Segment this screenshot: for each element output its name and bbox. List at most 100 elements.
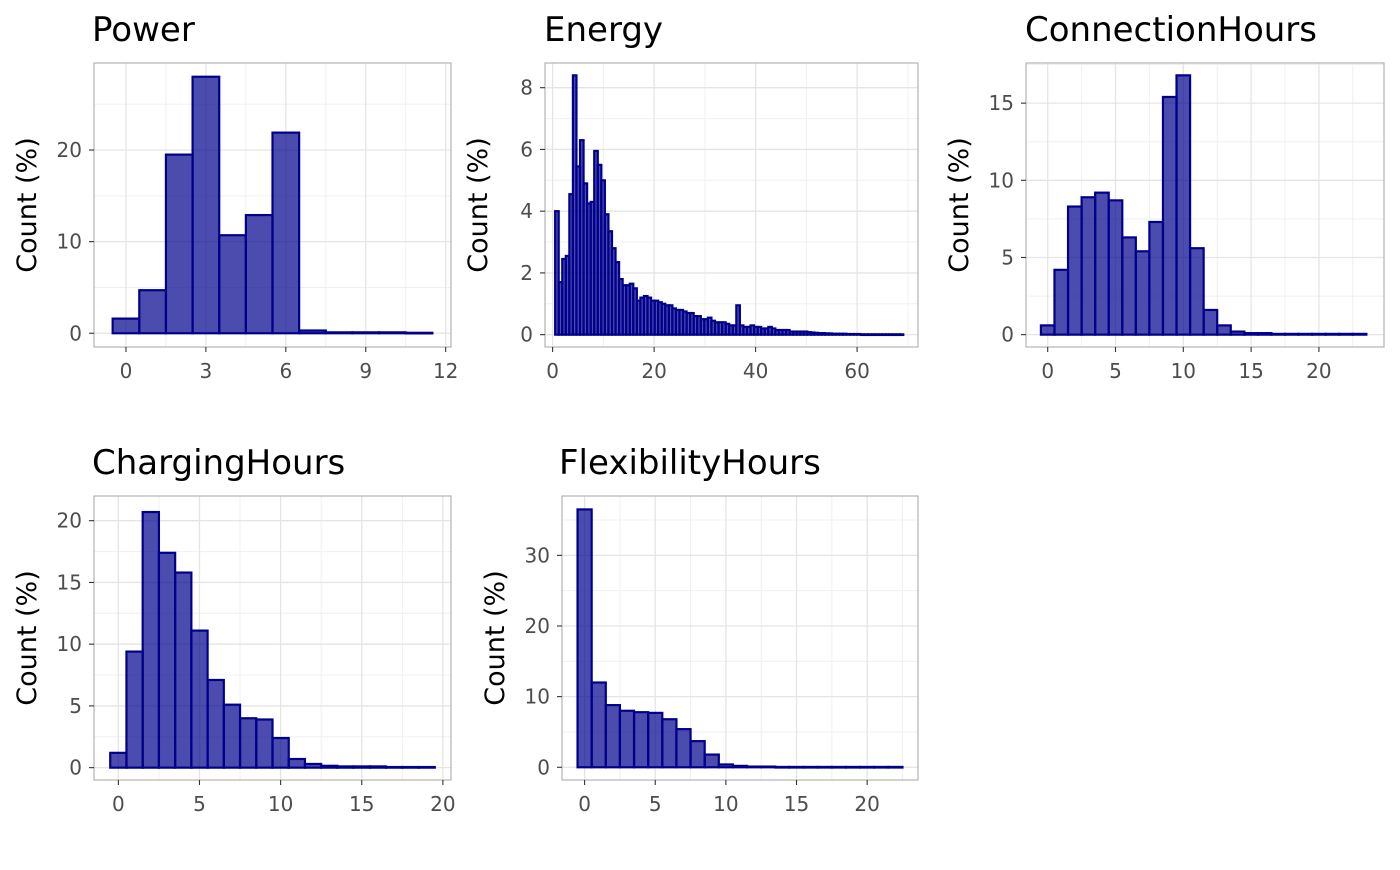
charging-hours-histogram-bar [417,765,436,769]
power-y-tick-label: 0 [69,321,82,345]
power-histogram-bar [111,317,141,335]
connection-hours-histogram-bar [1283,332,1300,336]
flexibility-hours-panel-title: FlexibilityHours [559,443,821,483]
charging-hours-histogram-bar [141,510,161,769]
flexibility-hours-y-tick-label: 0 [537,755,550,779]
connection-hours-x-tick-label: 20 [1306,359,1331,383]
energy-x-tick-label: 60 [844,359,869,383]
flexibility-hours-histogram-bar [647,711,664,769]
energy-panel-title: Energy [544,10,663,50]
flexibility-hours-histogram-bar [661,718,678,769]
flexibility-hours-histogram-bar [830,765,848,769]
connection-hours-y-tick-label: 10 [989,168,1014,192]
charging-hours-histogram-bar [384,765,404,769]
charging-hours-histogram-bar [238,717,258,769]
connection-hours-histogram-bar [1039,324,1056,336]
connection-hours-histogram-bar [1080,196,1097,336]
charging-hours-histogram-bar [125,650,144,769]
flexibility-hours-y-tick-label: 10 [525,685,550,709]
connection-hours-histogram-bar [1148,220,1165,336]
charging-hours-x-tick-label: 20 [430,792,455,816]
connection-hours-histogram-bar [1175,74,1192,336]
flexibility-hours-histogram-bar [632,711,650,769]
connection-hours-histogram-bar [1270,332,1287,336]
charging-hours-y-tick-label: 5 [69,694,82,718]
connection-hours-y-tick-label: 0 [1001,323,1014,347]
connection-hours-histogram-bar [1066,205,1083,336]
connection-hours-histogram-bar [1338,332,1354,336]
flexibility-hours-histogram-bar [760,765,777,769]
charging-hours-x-tick-label: 0 [112,792,125,816]
charging-hours-panel-border [93,495,452,781]
power-x-tick-label: 12 [433,359,458,383]
charging-hours-y-axis-label: Count (%) [12,570,43,706]
energy-y-tick-label: 6 [520,137,533,161]
connection-hours-x-tick-label: 5 [1109,359,1122,383]
charging-hours-histogram-bar [174,571,193,769]
flexibility-hours-histogram-bar [873,765,890,769]
energy-y-axis-label: Count (%) [463,137,494,273]
flexibility-hours-y-tick-label: 30 [525,543,550,567]
power-histogram-bar [244,213,274,335]
connection-hours-panel-border [1025,62,1385,348]
flexibility-hours-histogram-bar [844,765,862,769]
connection-hours-histogram-bar [1243,332,1259,336]
charging-hours-x-tick-label: 10 [268,792,293,816]
energy-histogram-bar [554,210,560,336]
charging-hours-histogram-bar [222,703,242,769]
connection-hours-histogram-bar [1256,332,1273,336]
energy-x-tick-label: 20 [641,359,666,383]
connection-hours-histogram-bar [1134,250,1151,336]
flexibility-hours-y-tick-label: 20 [525,614,550,638]
connection-hours-panel-title: ConnectionHours [1025,10,1317,50]
charging-hours-histogram-bar [271,736,290,769]
power-x-tick-label: 0 [120,359,133,383]
flexibility-hours-x-tick-label: 5 [649,792,662,816]
connection-hours-y-tick-label: 5 [1001,245,1014,269]
power-histogram-bar [191,75,221,335]
charging-hours-y-tick-label: 15 [57,570,82,594]
charging-hours-histogram-bar [157,551,177,769]
charging-hours-histogram-bar [206,678,225,769]
power-panel: 0 3 6 9 12 0 10 20 Count (%) Power [12,10,458,383]
power-histogram-bar [218,234,247,335]
power-histogram-bar [271,131,301,335]
flexibility-hours-y-axis-label: Count (%) [480,570,511,706]
flexibility-hours-panel-border [561,495,919,781]
power-histogram-bar [164,153,194,335]
flexibility-hours-x-tick-label: 10 [713,792,738,816]
power-histogram-bar [351,331,381,335]
power-x-tick-label: 9 [359,359,372,383]
connection-hours-histogram-bar [1311,332,1327,336]
power-histogram-bar [298,329,327,335]
charging-hours-histogram-bar [352,765,371,769]
charging-hours-y-tick-label: 0 [69,756,82,780]
connection-hours-histogram-bar [1297,332,1314,336]
flexibility-hours-histogram-bar [816,765,833,769]
power-panel-border [93,62,452,348]
connection-hours-panel: 0 5 10 15 20 0 5 10 15 Count (%) ConnectionHours [944,10,1385,383]
energy-panel: 0 20 40 60 0 2 4 6 8 Count (%) Energy [463,10,919,383]
power-y-tick-label: 20 [57,138,82,162]
connection-hours-histogram-bar [1107,199,1124,336]
energy-y-tick-label: 2 [520,261,533,285]
flexibility-hours-histogram-bar [887,765,904,769]
energy-histogram-bar [898,333,905,337]
connection-hours-x-tick-label: 10 [1171,359,1196,383]
energy-histogram-bar [735,304,741,336]
flexibility-hours-x-tick-label: 15 [784,792,809,816]
flexibility-hours-histogram-bar [576,508,593,769]
connection-hours-x-tick-label: 0 [1041,359,1054,383]
flexibility-hours-histogram-bar [774,765,791,769]
power-histogram-bar [404,331,434,335]
connection-hours-y-axis-label: Count (%) [944,137,975,273]
charging-hours-histogram-bar [336,765,355,769]
connection-hours-x-tick-label: 15 [1238,359,1263,383]
flexibility-hours-histogram-bar [745,765,763,769]
charging-hours-x-tick-label: 15 [349,792,374,816]
connection-hours-histogram-bar [1161,95,1178,336]
flexibility-hours-histogram-bar [618,709,636,769]
power-histogram-bar [324,331,354,335]
